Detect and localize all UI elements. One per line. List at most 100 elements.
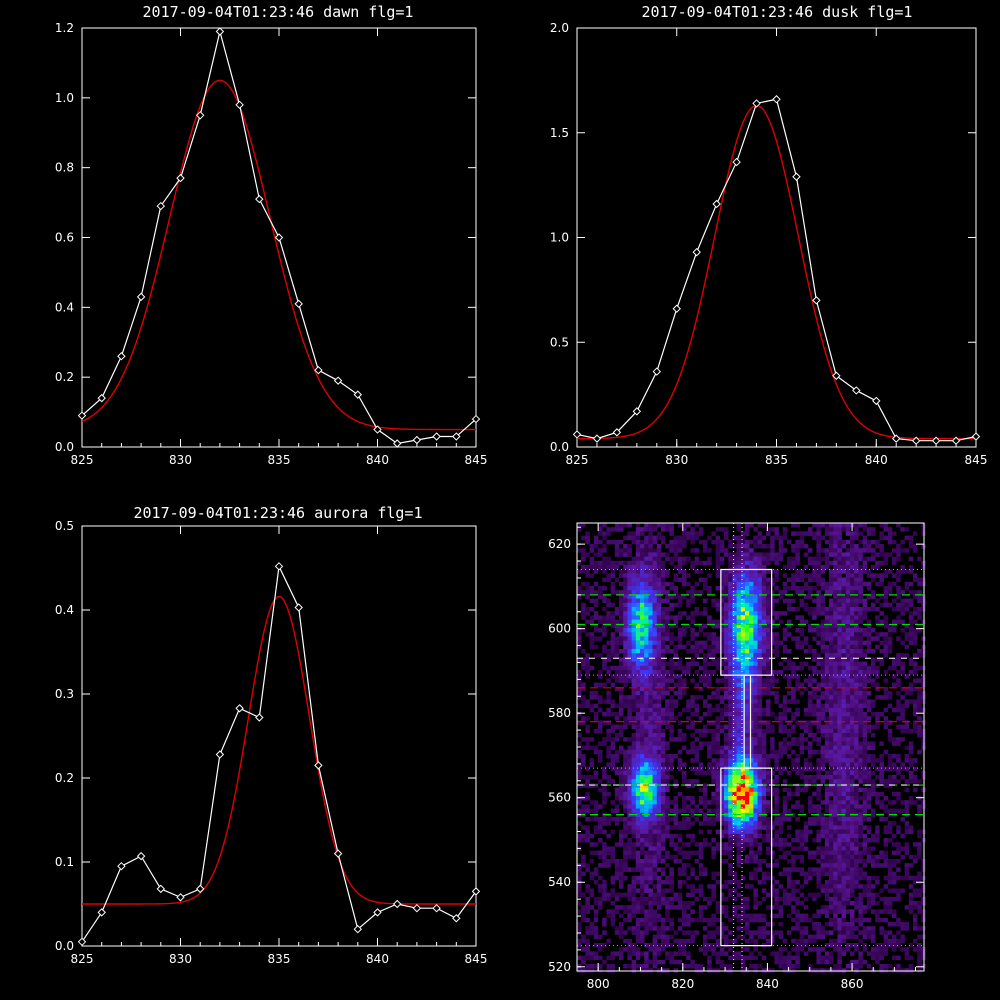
heatmap-pixel (627, 926, 632, 931)
heatmap-pixel (728, 657, 733, 662)
heatmap-pixel (627, 779, 632, 784)
heatmap-pixel (753, 964, 758, 969)
heatmap-pixel (623, 770, 628, 776)
data-point-marker (235, 704, 244, 713)
heatmap-pixel (816, 653, 821, 658)
heatmap-pixel (799, 871, 805, 877)
heatmap-pixel (690, 821, 695, 826)
heatmap-pixel (581, 602, 586, 608)
heatmap-pixel (736, 644, 742, 650)
heatmap-pixel (686, 665, 691, 671)
heatmap-pixel (841, 913, 847, 919)
heatmap-pixel (619, 791, 624, 797)
heatmap-pixel (719, 686, 725, 692)
heatmap-pixel (745, 754, 750, 759)
heatmap-pixel (623, 766, 628, 772)
heatmap-pixel (736, 611, 742, 616)
heatmap-pixel (652, 607, 658, 612)
heatmap-pixel (677, 871, 683, 877)
heatmap-pixel (677, 758, 683, 763)
heatmap-pixel (736, 586, 742, 591)
heatmap-pixel (753, 691, 758, 696)
heatmap-pixel (749, 842, 754, 847)
data-point-marker (215, 750, 225, 759)
heatmap-pixel (610, 846, 616, 851)
heatmap-pixel (766, 581, 771, 587)
heatmap-pixel (661, 934, 666, 940)
heatmap-pixel (644, 523, 649, 528)
heatmap-pixel (602, 565, 607, 570)
heatmap-pixel (673, 544, 679, 549)
heatmap-pixel (644, 800, 649, 805)
heatmap-pixel (648, 804, 653, 809)
heatmap-pixel (627, 892, 632, 898)
heatmap-pixel (715, 745, 721, 751)
heatmap-pixel (740, 968, 746, 973)
heatmap-pixel (682, 523, 687, 528)
heatmap-pixel (698, 560, 704, 566)
heatmap-pixel (644, 749, 649, 755)
heatmap-pixel (623, 875, 628, 881)
heatmap-pixel (749, 728, 754, 734)
heatmap-pixel (728, 867, 733, 872)
heatmap-pixel (740, 947, 746, 952)
heatmap-pixel (707, 896, 712, 902)
heatmap-pixel (669, 712, 674, 717)
heatmap-pixel (640, 615, 645, 620)
heatmap-pixel (627, 800, 632, 805)
heatmap-pixel (644, 943, 649, 948)
heatmap-pixel (589, 640, 595, 646)
heatmap-pixel (644, 615, 649, 620)
heatmap-pixel (648, 539, 653, 545)
heatmap-pixel (799, 829, 805, 835)
heatmap-pixel (736, 859, 742, 864)
heatmap-pixel (682, 560, 687, 566)
heatmap-pixel (787, 880, 792, 885)
heatmap-pixel (690, 749, 695, 755)
heatmap-pixel (627, 615, 632, 620)
heatmap-pixel (766, 699, 771, 704)
heatmap-pixel (640, 917, 645, 923)
heatmap-pixel (753, 833, 758, 839)
heatmap-pixel (719, 800, 725, 805)
heatmap-pixel (724, 615, 729, 620)
heatmap-pixel (661, 930, 666, 935)
heatmap-pixel (753, 552, 758, 557)
heatmap-pixel (736, 775, 742, 780)
heatmap-pixel (728, 829, 733, 835)
heatmap-pixel (749, 523, 754, 528)
heatmap-pixel (803, 783, 809, 788)
heatmap-pixel (614, 863, 620, 868)
heatmap-pixel (589, 745, 595, 751)
heatmap-pixel (787, 959, 792, 965)
heatmap-pixel (732, 636, 737, 641)
heatmap-pixel (820, 779, 826, 784)
heatmap-pixel (719, 695, 725, 700)
heatmap-pixel (703, 938, 708, 944)
heatmap-pixel (610, 581, 616, 587)
heatmap-pixel (740, 665, 746, 671)
heatmap-pixel (656, 758, 662, 763)
heatmap-pixel (724, 779, 729, 784)
y-tick-label: 0.5 (55, 519, 74, 533)
heatmap-pixel (610, 724, 616, 730)
heatmap-pixel (715, 829, 721, 835)
heatmap-pixel (677, 859, 683, 864)
heatmap-pixel (850, 787, 855, 793)
heatmap-pixel (824, 821, 830, 826)
heatmap-pixel (669, 817, 674, 822)
heatmap-pixel (652, 829, 658, 835)
heatmap-pixel (732, 821, 737, 826)
heatmap-pixel (690, 930, 695, 935)
heatmap-pixel (581, 938, 586, 944)
heatmap-pixel (631, 808, 637, 814)
heatmap-pixel (698, 867, 704, 872)
heatmap-pixel (837, 955, 842, 961)
heatmap-pixel (598, 682, 603, 688)
heatmap-pixel (627, 829, 632, 835)
heatmap-pixel (606, 565, 611, 570)
heatmap-pixel (837, 594, 842, 599)
heatmap-pixel (816, 909, 821, 914)
heatmap-pixel (656, 926, 662, 931)
heatmap-pixel (623, 825, 628, 830)
